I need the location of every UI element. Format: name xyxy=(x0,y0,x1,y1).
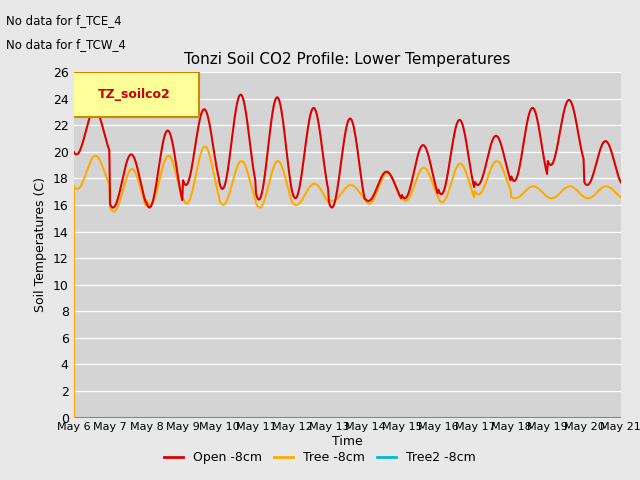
Legend: Open -8cm, Tree -8cm, Tree2 -8cm: Open -8cm, Tree -8cm, Tree2 -8cm xyxy=(159,446,481,469)
Text: TZ_soilco2: TZ_soilco2 xyxy=(97,88,170,101)
Title: Tonzi Soil CO2 Profile: Lower Temperatures: Tonzi Soil CO2 Profile: Lower Temperatur… xyxy=(184,52,510,67)
FancyBboxPatch shape xyxy=(68,72,200,117)
Text: No data for f_TCW_4: No data for f_TCW_4 xyxy=(6,38,126,51)
X-axis label: Time: Time xyxy=(332,435,363,448)
Text: No data for f_TCE_4: No data for f_TCE_4 xyxy=(6,14,122,27)
Y-axis label: Soil Temperatures (C): Soil Temperatures (C) xyxy=(35,177,47,312)
